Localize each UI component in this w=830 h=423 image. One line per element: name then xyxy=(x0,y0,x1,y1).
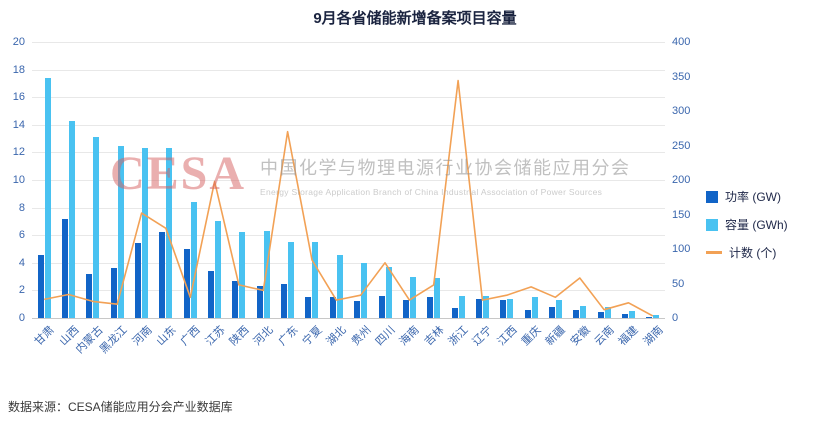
bar-power xyxy=(232,280,239,318)
legend: 功率 (GW) 容量 (GWh) 计数 (个) xyxy=(706,188,788,272)
bar-capacity xyxy=(166,148,173,318)
bar-power xyxy=(135,243,142,318)
data-source-note: 数据来源：CESA储能应用分会产业数据库 xyxy=(8,400,233,414)
legend-item-capacity[interactable]: 容量 (GWh) xyxy=(706,216,788,233)
left-axis-tick: 12 xyxy=(12,146,25,159)
bar-capacity xyxy=(239,232,246,318)
gridline xyxy=(32,207,665,209)
gridline xyxy=(32,97,665,99)
bar-capacity xyxy=(361,262,368,318)
legend-square-marker xyxy=(706,218,718,231)
bar-power xyxy=(329,297,336,318)
bar-power xyxy=(573,309,580,318)
bar-power xyxy=(500,300,507,318)
bar-capacity xyxy=(580,305,587,318)
gridline xyxy=(32,124,665,126)
right-axis-tick: 200 xyxy=(672,174,691,186)
bar-power xyxy=(305,297,312,318)
gridline xyxy=(32,152,665,154)
gridline xyxy=(32,180,665,181)
bar-power xyxy=(281,283,288,318)
left-axis-tick: 18 xyxy=(12,63,25,76)
bar-power xyxy=(37,254,44,318)
right-axis-tick: 150 xyxy=(672,208,691,221)
bar-power xyxy=(646,316,653,318)
left-axis-tick: 6 xyxy=(18,229,25,242)
left-axis-tick: 10 xyxy=(12,174,25,186)
bar-capacity xyxy=(507,298,514,318)
bar-capacity xyxy=(628,311,635,318)
left-axis-tick: 2 xyxy=(18,284,25,297)
legend-item-count[interactable]: 计数 (个) xyxy=(706,244,788,261)
right-axis-tick: 350 xyxy=(672,70,691,83)
bar-capacity xyxy=(385,266,392,318)
bar-power xyxy=(86,273,93,318)
bar-power xyxy=(402,300,409,318)
bar-capacity xyxy=(482,295,489,318)
bar-capacity xyxy=(409,276,416,318)
right-axis-tick: 0 xyxy=(672,312,679,324)
bar-power xyxy=(183,249,190,318)
bar-power xyxy=(548,306,555,318)
bar-power xyxy=(427,297,434,318)
bar-power xyxy=(378,295,385,318)
right-axis-tick: 50 xyxy=(672,277,685,290)
legend-label: 计数 (个) xyxy=(729,246,777,260)
right-axis-tick: 100 xyxy=(672,243,691,255)
left-axis-tick: 8 xyxy=(18,201,25,214)
plot-area xyxy=(32,42,665,319)
bar-power xyxy=(62,218,69,318)
left-axis-tick: 14 xyxy=(12,118,25,131)
legend-square-marker xyxy=(706,190,718,203)
bar-capacity xyxy=(117,145,124,318)
legend-label: 容量 (GWh) xyxy=(725,218,788,232)
bar-capacity xyxy=(434,277,441,318)
bar-power xyxy=(354,301,361,318)
bar-capacity xyxy=(215,221,222,318)
bar-capacity xyxy=(93,137,100,318)
bar-capacity xyxy=(44,77,51,318)
gridline xyxy=(32,290,665,292)
bar-capacity xyxy=(69,120,76,318)
chart-title: 9月各省储能新增备案项目容量 xyxy=(313,10,517,27)
bar-capacity xyxy=(555,300,562,318)
bar-capacity xyxy=(190,202,197,318)
right-axis-tick: 300 xyxy=(672,105,691,117)
left-axis-tick: 20 xyxy=(12,36,25,48)
gridline xyxy=(32,42,665,43)
bar-power xyxy=(621,313,628,318)
bar-capacity xyxy=(653,315,660,318)
bar-capacity xyxy=(263,231,270,318)
bar-capacity xyxy=(531,297,538,318)
bar-capacity xyxy=(336,254,343,318)
left-axis-tick: 16 xyxy=(12,91,25,104)
bar-power xyxy=(110,268,117,318)
bar-capacity xyxy=(458,295,465,318)
gridline xyxy=(32,262,665,264)
bar-power xyxy=(475,298,482,318)
right-axis-tick: 250 xyxy=(672,139,691,152)
legend-line-marker xyxy=(706,251,722,254)
legend-item-power[interactable]: 功率 (GW) xyxy=(706,188,788,205)
legend-label: 功率 (GW) xyxy=(725,190,781,204)
right-axis-tick: 400 xyxy=(672,36,691,48)
bar-power xyxy=(451,308,458,318)
bar-capacity xyxy=(288,242,295,318)
gridline xyxy=(32,69,665,71)
bar-power xyxy=(597,312,604,318)
bar-capacity xyxy=(604,306,611,318)
gridline xyxy=(32,318,665,319)
left-axis-tick: 0 xyxy=(18,312,25,324)
bar-power xyxy=(159,232,166,318)
bar-power xyxy=(208,271,215,318)
left-axis-tick: 4 xyxy=(18,256,25,269)
gridline xyxy=(32,235,665,237)
bar-capacity xyxy=(142,148,149,318)
bar-capacity xyxy=(312,242,319,318)
bar-power xyxy=(256,286,263,318)
bar-power xyxy=(524,309,531,318)
